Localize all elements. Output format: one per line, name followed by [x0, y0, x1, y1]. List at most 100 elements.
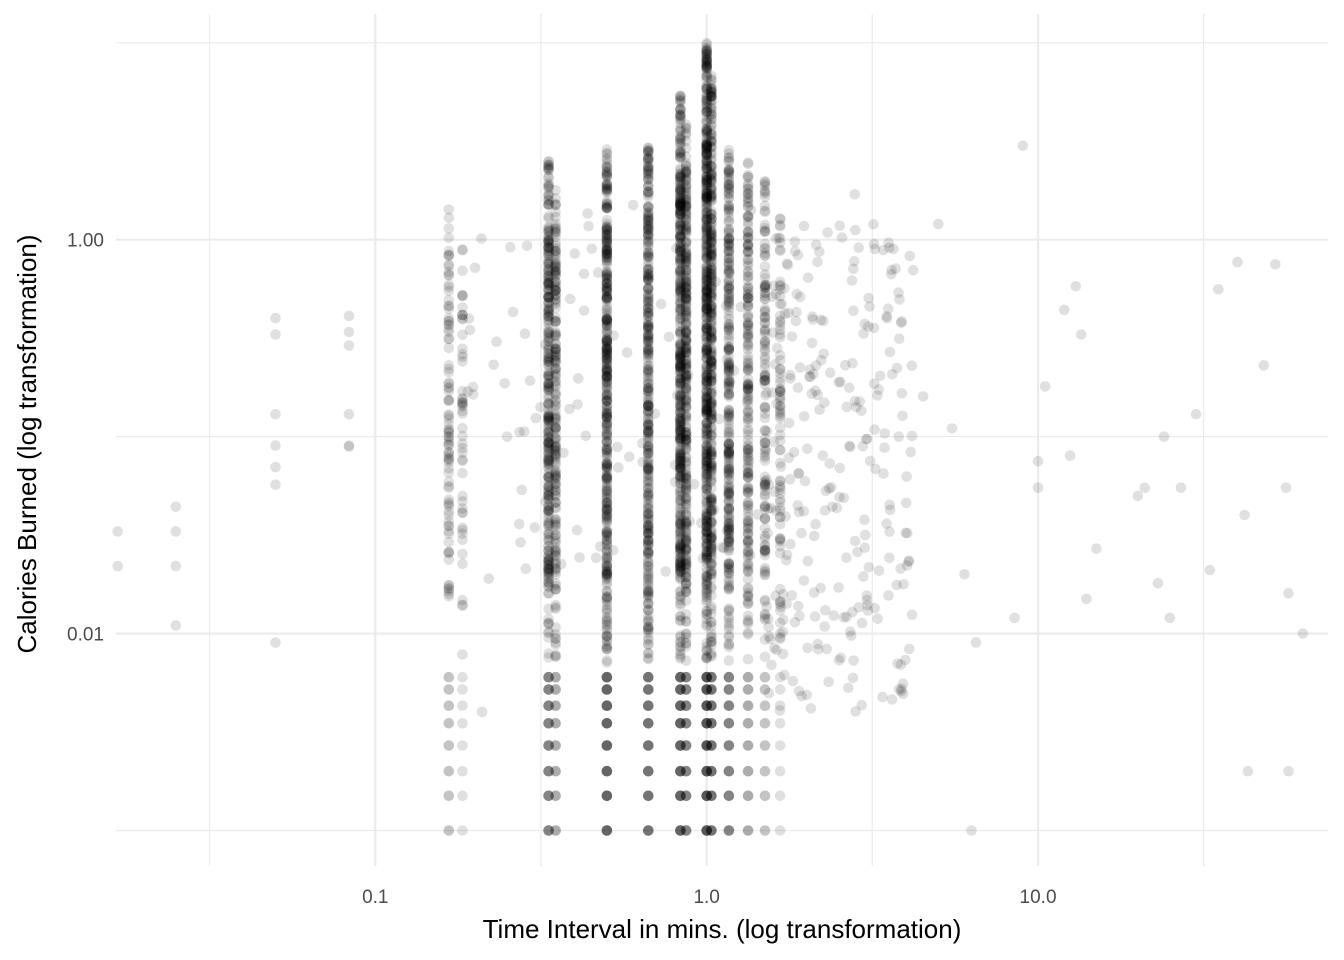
data-point	[601, 246, 613, 257]
data-point	[835, 376, 846, 388]
data-point	[601, 411, 613, 423]
data-point	[443, 583, 455, 594]
data-point	[550, 258, 561, 270]
data-point	[550, 198, 561, 210]
data-point	[643, 604, 654, 616]
data-point	[543, 181, 554, 193]
data-point	[543, 242, 554, 253]
data-point	[601, 825, 613, 836]
data-point	[543, 632, 554, 643]
data-point	[1158, 431, 1170, 442]
data-point	[706, 234, 717, 245]
data-point	[443, 580, 455, 591]
data-point	[680, 442, 692, 453]
x-axis-title: Time Interval in mins. (log transformati…	[483, 914, 962, 944]
data-point	[601, 268, 613, 279]
data-point	[550, 537, 561, 549]
data-point	[543, 700, 554, 711]
data-point	[543, 613, 554, 625]
data-point	[853, 602, 864, 613]
data-point	[550, 684, 561, 695]
data-point	[742, 582, 754, 594]
data-point	[601, 512, 613, 524]
data-point	[601, 378, 613, 389]
data-point	[457, 503, 468, 514]
data-point	[543, 790, 554, 802]
data-point	[884, 504, 896, 516]
data-point	[759, 191, 771, 203]
data-point	[443, 546, 455, 558]
data-point	[724, 267, 735, 279]
data-point	[601, 222, 613, 233]
data-point	[457, 290, 468, 302]
data-point	[601, 401, 613, 412]
data-point	[543, 353, 554, 364]
data-point	[543, 481, 554, 493]
data-point	[550, 649, 561, 661]
data-point	[550, 450, 561, 462]
data-point	[601, 526, 613, 538]
data-point	[543, 270, 554, 282]
data-point	[601, 599, 613, 611]
data-point	[601, 347, 613, 359]
data-point	[777, 648, 789, 660]
data-point	[770, 358, 781, 370]
data-point	[601, 740, 613, 751]
data-point	[601, 408, 613, 419]
data-point	[550, 330, 561, 341]
data-point	[601, 361, 613, 373]
data-point	[601, 161, 613, 173]
data-point	[550, 411, 561, 422]
data-point	[680, 275, 692, 287]
data-point	[543, 588, 554, 599]
data-point	[848, 255, 860, 267]
data-point	[543, 438, 554, 449]
data-point	[763, 687, 775, 699]
data-point	[543, 264, 554, 275]
data-point	[706, 325, 717, 337]
data-point	[543, 564, 554, 576]
data-point	[443, 383, 455, 394]
data-point	[601, 497, 613, 509]
data-point	[543, 577, 554, 588]
data-point	[601, 790, 613, 802]
data-point	[601, 534, 613, 546]
data-point	[601, 473, 613, 485]
data-point	[550, 487, 561, 499]
data-point	[543, 297, 554, 309]
data-point	[680, 595, 692, 607]
data-point	[765, 634, 776, 645]
data-point	[674, 414, 686, 425]
data-point	[781, 555, 792, 566]
data-point	[543, 370, 554, 381]
data-point	[550, 445, 561, 456]
data-point	[457, 313, 468, 324]
data-point	[530, 412, 541, 424]
data-point	[595, 541, 606, 552]
data-point	[601, 413, 613, 424]
data-point	[558, 447, 569, 459]
data-point	[457, 343, 468, 355]
data-point	[457, 558, 468, 570]
data-point	[684, 516, 696, 527]
data-point	[601, 566, 613, 577]
data-point	[601, 257, 613, 268]
data-point	[680, 542, 692, 553]
data-point	[543, 291, 554, 303]
data-point	[601, 482, 613, 493]
data-point	[723, 579, 735, 591]
data-point	[443, 427, 455, 438]
data-point	[843, 382, 855, 394]
data-point	[550, 548, 561, 559]
data-point	[543, 305, 554, 317]
data-point	[601, 314, 613, 325]
data-point	[550, 502, 561, 514]
data-point	[543, 700, 554, 711]
data-point	[550, 456, 561, 468]
data-point	[759, 243, 771, 255]
data-point	[798, 220, 810, 232]
data-point	[643, 825, 654, 836]
data-point	[543, 291, 554, 303]
data-point	[457, 309, 468, 321]
data-point	[601, 620, 613, 631]
